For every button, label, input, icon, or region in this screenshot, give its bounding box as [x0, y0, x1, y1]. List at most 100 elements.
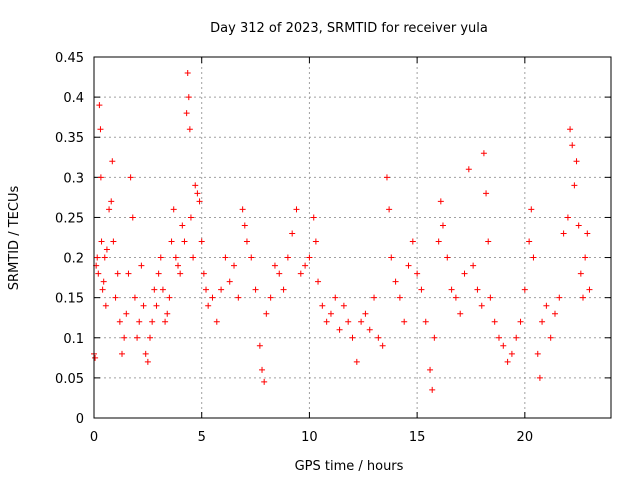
data-point-marker — [349, 334, 356, 341]
data-point-marker — [203, 286, 210, 293]
data-point-marker — [138, 262, 145, 269]
plot-frame — [93, 56, 612, 419]
data-point-marker — [323, 318, 330, 325]
data-point-marker — [181, 238, 188, 245]
data-point-marker — [136, 318, 143, 325]
data-point-marker — [98, 238, 105, 245]
data-point-marker — [99, 286, 106, 293]
data-point-marker — [439, 222, 446, 229]
data-point-marker — [149, 318, 156, 325]
data-point-marker — [267, 294, 274, 301]
data-point-marker — [567, 126, 574, 133]
data-point-marker — [392, 278, 399, 285]
data-point-marker — [586, 286, 593, 293]
data-point-marker — [164, 310, 171, 317]
data-point-marker — [388, 254, 395, 261]
data-point-marker — [125, 270, 132, 277]
data-point-marker — [185, 94, 192, 101]
data-point-marker — [96, 102, 103, 109]
data-point-marker — [429, 386, 436, 393]
data-point-marker — [508, 350, 515, 357]
y-axis-label: SRMTID / TECUs — [7, 186, 22, 291]
data-point-marker — [379, 342, 386, 349]
data-point-marker — [235, 294, 242, 301]
data-point-marker — [196, 198, 203, 205]
data-point-marker — [218, 286, 225, 293]
data-point-marker — [353, 358, 360, 365]
data-point-marker — [239, 206, 246, 213]
data-point-marker — [153, 302, 160, 309]
data-point-marker — [577, 270, 584, 277]
data-point-marker — [418, 286, 425, 293]
data-point-marker — [94, 254, 101, 261]
data-point-marker — [495, 334, 502, 341]
data-point-marker — [205, 302, 212, 309]
data-point-marker — [536, 374, 543, 381]
data-point-marker — [315, 278, 322, 285]
data-point-marker — [209, 294, 216, 301]
data-point-marker — [183, 110, 190, 117]
y-tick-label: 0.35 — [55, 131, 84, 146]
data-point-marker — [129, 214, 136, 221]
data-point-marker — [302, 262, 309, 269]
data-point-marker — [405, 262, 412, 269]
data-point-marker — [289, 230, 296, 237]
data-point-marker — [155, 270, 162, 277]
data-point-marker — [358, 318, 365, 325]
data-point-marker — [261, 378, 268, 385]
data-point-marker — [226, 278, 233, 285]
data-point-marker — [336, 326, 343, 333]
data-point-marker — [461, 270, 468, 277]
data-point-marker — [101, 254, 108, 261]
axis-ticks: 0 0.05 0.1 0.15 0.2 0.25 0.3 0.35 0.4 0.45 0 5 10 15 2… — [55, 51, 611, 445]
data-point-marker — [480, 150, 487, 157]
data-point-marker — [134, 334, 141, 341]
data-point-marker — [172, 254, 179, 261]
data-point-marker — [547, 334, 554, 341]
data-point-marker — [575, 222, 582, 229]
data-point-marker — [396, 294, 403, 301]
x-tick-label: 10 — [301, 430, 318, 445]
data-point-marker — [186, 126, 193, 133]
data-point-marker — [528, 206, 535, 213]
data-point-marker — [457, 310, 464, 317]
data-point-marker — [248, 254, 255, 261]
data-point-marker — [200, 270, 207, 277]
data-point-marker — [435, 238, 442, 245]
data-point-marker — [271, 262, 278, 269]
data-point-marker — [539, 318, 546, 325]
data-point-marker — [100, 278, 107, 285]
data-point-marker — [198, 238, 205, 245]
data-point-marker — [571, 182, 578, 189]
data-point-marker — [121, 334, 128, 341]
data-point-marker — [491, 318, 498, 325]
data-point-marker — [340, 302, 347, 309]
data-point-marker — [310, 214, 317, 221]
data-point-marker — [243, 238, 250, 245]
data-point-marker — [187, 214, 194, 221]
y-tick-label: 0.4 — [63, 91, 84, 106]
data-point-marker — [280, 286, 287, 293]
data-point-marker — [375, 334, 382, 341]
data-point-marker — [97, 126, 104, 133]
data-point-marker — [401, 318, 408, 325]
data-point-marker — [478, 302, 485, 309]
data-point-marker — [175, 262, 182, 269]
data-point-marker — [427, 366, 434, 373]
x-tick-label: 5 — [198, 430, 206, 445]
data-point-marker — [157, 254, 164, 261]
data-point-marker — [147, 334, 154, 341]
data-point-marker — [521, 286, 528, 293]
data-point-marker — [569, 142, 576, 149]
data-point-marker — [474, 286, 481, 293]
data-point-marker — [386, 206, 393, 213]
data-point-marker — [162, 318, 169, 325]
data-point-marker — [119, 350, 126, 357]
data-point-marker — [485, 238, 492, 245]
data-point-marker — [362, 310, 369, 317]
data-point-marker — [444, 254, 451, 261]
y-tick-label: 0 — [76, 412, 84, 427]
data-point-marker — [127, 174, 134, 181]
data-point-marker — [144, 358, 151, 365]
